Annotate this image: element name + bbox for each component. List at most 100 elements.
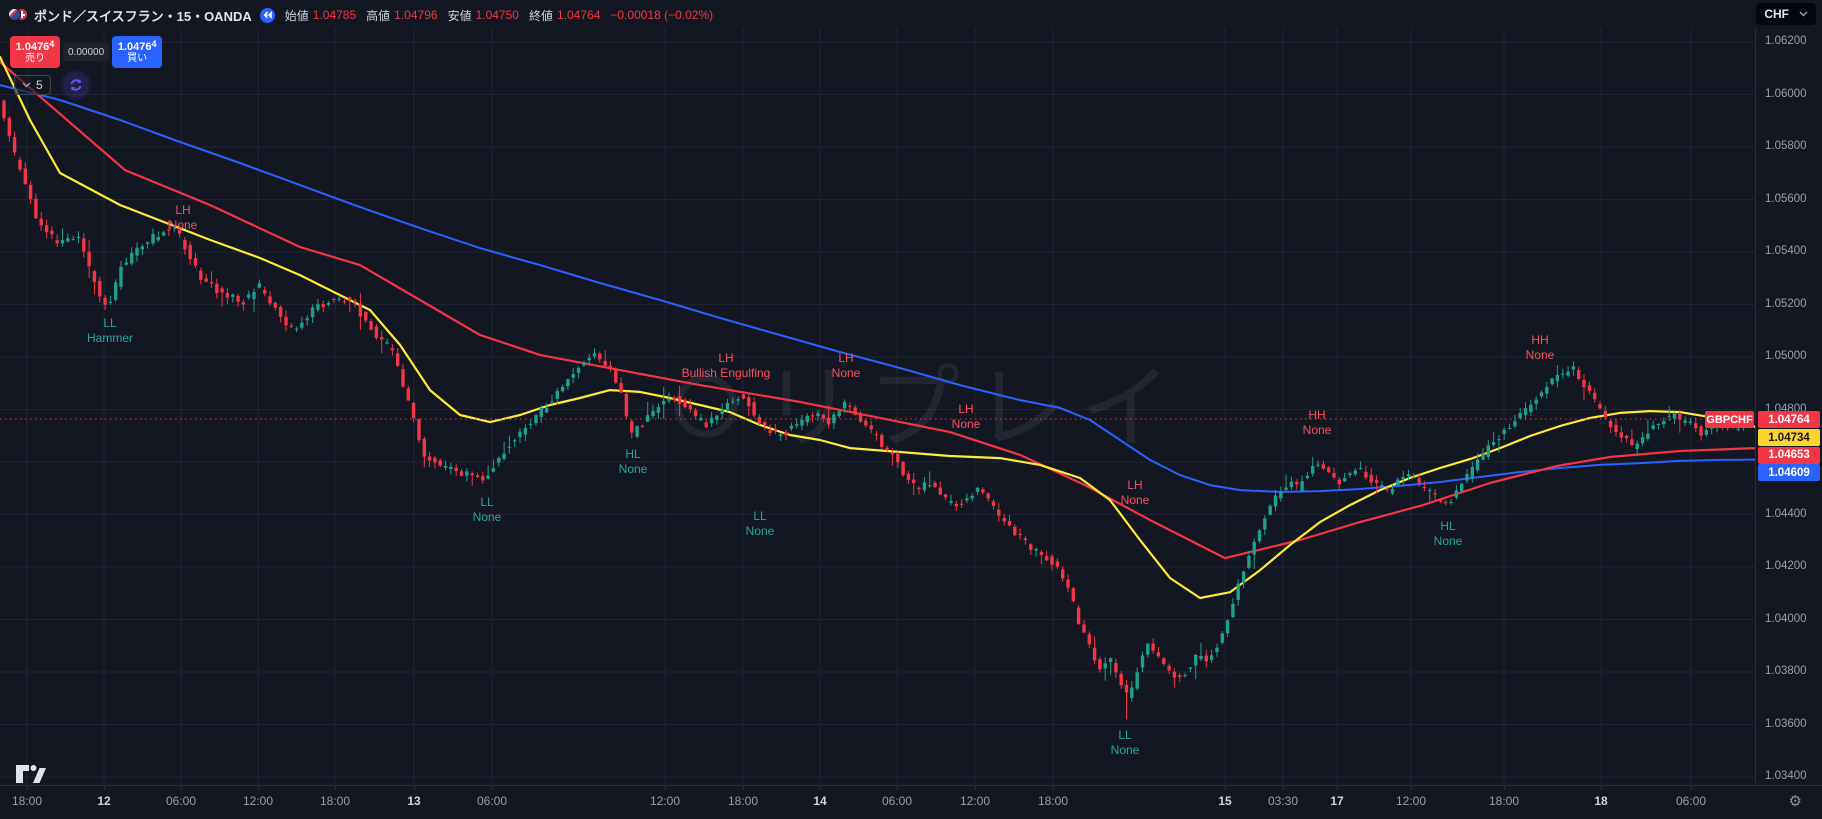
time-tick-mark bbox=[492, 786, 493, 790]
time-tick-mark bbox=[1053, 786, 1054, 790]
chevron-down-icon bbox=[1799, 11, 1808, 17]
structure-label: LH None bbox=[169, 203, 198, 232]
time-tick: 18 bbox=[1594, 794, 1608, 808]
symbol-price-tag: GBPCHF bbox=[1705, 411, 1754, 428]
price-tick: 1.05000 bbox=[1765, 350, 1807, 362]
time-tick-mark bbox=[258, 786, 259, 790]
price-tick: 1.04400 bbox=[1765, 507, 1807, 520]
sell-button[interactable]: 1.04764 売り bbox=[10, 36, 60, 68]
low-label: 安値 bbox=[447, 8, 472, 23]
time-tick: 12:00 bbox=[649, 794, 681, 808]
time-tick-mark bbox=[1225, 786, 1226, 790]
price-tick: 1.05800 bbox=[1765, 140, 1807, 152]
replay-candle-count: 5 bbox=[36, 78, 43, 92]
time-axis[interactable]: ⚙ 18:00 12 06:00 12:00 18:00 13 06:00 12:00 18:0… bbox=[0, 785, 1822, 819]
currency-dropdown[interactable]: CHF bbox=[1756, 3, 1816, 25]
time-tick-mark bbox=[1601, 786, 1602, 790]
structure-label: LH None bbox=[952, 402, 981, 431]
time-tick: 12:00 bbox=[959, 794, 991, 808]
time-tick-mark bbox=[27, 786, 28, 790]
price-tick: 1.05400 bbox=[1765, 245, 1807, 257]
fast-rewind-icon[interactable] bbox=[259, 7, 275, 23]
ohlc-readout: 始値 1.04785 高値 1.04796 安値 1.04750 終値 1.04… bbox=[285, 7, 713, 24]
time-tick: 13 bbox=[407, 794, 421, 808]
structure-label: HH None bbox=[1303, 408, 1332, 437]
time-tick-mark bbox=[181, 786, 182, 790]
close-value: 1.04764 bbox=[556, 8, 601, 22]
replay-refresh-icon[interactable] bbox=[64, 74, 87, 96]
structure-label: HL None bbox=[619, 447, 648, 476]
time-tick-mark bbox=[665, 786, 666, 790]
close-label: 終値 bbox=[528, 8, 553, 23]
time-tick: 18:00 bbox=[319, 794, 351, 808]
open-value: 1.04785 bbox=[312, 8, 357, 22]
time-tick-mark bbox=[414, 786, 415, 790]
time-tick: 12:00 bbox=[242, 794, 274, 808]
structure-label: LH None bbox=[832, 351, 861, 380]
sell-price: 1.04764 bbox=[15, 38, 55, 53]
symbol-title[interactable]: ポンド／スイスフラン・15・OANDA bbox=[34, 8, 252, 24]
structure-label: LL None bbox=[746, 509, 775, 538]
change-value: −0.00018 (−0.02%) bbox=[610, 8, 714, 22]
price-tick: 1.05200 bbox=[1765, 297, 1807, 310]
replay-candle-count-dropdown[interactable]: 5 bbox=[14, 75, 51, 95]
time-tick-mark bbox=[1337, 786, 1338, 790]
time-tick: 06:00 bbox=[476, 794, 508, 808]
currency-dropdown-label: CHF bbox=[1764, 7, 1789, 21]
replay-bar: 5 bbox=[14, 74, 87, 96]
buy-label: 買い bbox=[127, 53, 148, 65]
time-tick-mark bbox=[1411, 786, 1412, 790]
time-tick: 12 bbox=[97, 794, 111, 808]
structure-label: HL None bbox=[1434, 519, 1463, 548]
ma-slow-blue bbox=[0, 84, 1755, 493]
time-tick: 18:00 bbox=[11, 794, 43, 808]
structure-label: LL None bbox=[1111, 728, 1140, 757]
price-tick: 1.06200 bbox=[1765, 35, 1807, 47]
time-tick: 14 bbox=[813, 794, 827, 808]
price-tick: 1.03800 bbox=[1765, 665, 1807, 677]
structure-label: HH None bbox=[1526, 333, 1555, 362]
price-tick: 1.04000 bbox=[1765, 612, 1807, 625]
time-tick: 12:00 bbox=[1395, 794, 1427, 808]
chevron-down-icon bbox=[22, 82, 31, 88]
time-tick-mark bbox=[1283, 786, 1284, 790]
price-axis[interactable]: 1.06200 1.06000 1.05800 1.05600 1.05400 1.052… bbox=[1755, 28, 1822, 785]
time-tick-mark bbox=[743, 786, 744, 790]
time-tick-mark bbox=[335, 786, 336, 790]
price-tick: 1.03400 bbox=[1765, 770, 1807, 782]
time-tick-mark bbox=[1691, 786, 1692, 790]
time-tick: 17 bbox=[1330, 794, 1344, 808]
time-tick: 03:30 bbox=[1267, 794, 1299, 808]
svg-text:リプレイ: リプレイ bbox=[762, 358, 1186, 460]
axis-settings-gear-icon[interactable]: ⚙ bbox=[1788, 793, 1802, 810]
time-tick: 18:00 bbox=[1037, 794, 1069, 808]
chart-header: ポンド／スイスフラン・15・OANDA 始値 1.04785 高値 1.0479… bbox=[0, 0, 1822, 30]
price-tick: 1.04200 bbox=[1765, 560, 1807, 572]
tradingview-logo[interactable] bbox=[14, 761, 48, 787]
price-axis-tag: 1.04734 bbox=[1758, 429, 1820, 446]
high-value: 1.04796 bbox=[394, 8, 438, 22]
time-tick: 18:00 bbox=[1488, 794, 1520, 808]
time-tick-mark bbox=[975, 786, 976, 790]
time-tick: 06:00 bbox=[165, 794, 197, 808]
trade-panel: 1.04764 売り 0.00000 1.04764 買い bbox=[10, 36, 163, 68]
structure-label: LL None bbox=[473, 495, 502, 524]
buy-price: 1.04764 bbox=[117, 38, 157, 53]
time-tick: 15 bbox=[1218, 794, 1232, 808]
price-axis-tag: 1.04609 bbox=[1758, 464, 1820, 481]
structure-label: LH None bbox=[1121, 478, 1150, 507]
low-value: 1.04750 bbox=[475, 8, 519, 22]
buy-button[interactable]: 1.04764 買い bbox=[112, 36, 163, 68]
time-tick-mark bbox=[897, 786, 898, 790]
time-tick: 18:00 bbox=[727, 794, 759, 808]
structure-labels-layer: LH None LH Bullish Engulfing LH None LH None LH N… bbox=[87, 203, 1555, 757]
sell-label: 売り bbox=[25, 53, 45, 65]
structure-label: LL Hammer bbox=[87, 316, 133, 345]
candles-layer bbox=[2, 99, 1746, 720]
time-tick-mark bbox=[104, 786, 105, 790]
ma-mid-red bbox=[0, 60, 1755, 560]
time-tick-mark bbox=[820, 786, 821, 790]
time-tick: 06:00 bbox=[1675, 794, 1707, 808]
